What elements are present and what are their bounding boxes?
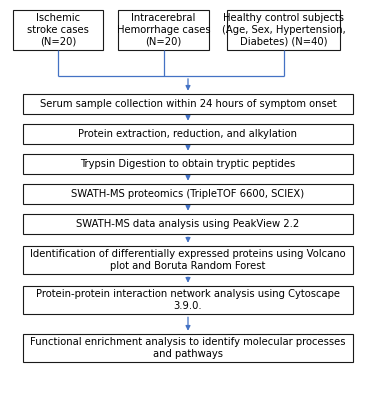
Text: Trypsin Digestion to obtain tryptic peptides: Trypsin Digestion to obtain tryptic pept…	[80, 159, 296, 169]
Bar	[23, 94, 353, 114]
Text: SWATH-MS data analysis using PeakView 2.2: SWATH-MS data analysis using PeakView 2.…	[76, 219, 300, 229]
Bar	[23, 124, 353, 144]
Bar	[227, 10, 340, 50]
Bar	[23, 334, 353, 362]
Text: Functional enrichment analysis to identify molecular processes
and pathways: Functional enrichment analysis to identi…	[30, 337, 346, 359]
Bar	[23, 184, 353, 204]
Text: Healthy control subjects
(Age, Sex, Hypertension,
Diabetes) (N=40): Healthy control subjects (Age, Sex, Hype…	[222, 13, 346, 47]
Text: Intracerebral
Hemorrhage cases
(N=20): Intracerebral Hemorrhage cases (N=20)	[117, 13, 211, 47]
Text: Identification of differentially expressed proteins using Volcano
plot and Borut: Identification of differentially express…	[30, 249, 346, 271]
Bar	[118, 10, 209, 50]
Bar	[23, 286, 353, 314]
Text: Serum sample collection within 24 hours of symptom onset: Serum sample collection within 24 hours …	[39, 99, 337, 109]
Bar	[13, 10, 103, 50]
Bar	[23, 246, 353, 274]
Text: Protein extraction, reduction, and alkylation: Protein extraction, reduction, and alkyl…	[79, 129, 297, 139]
Bar	[23, 214, 353, 234]
Bar	[23, 154, 353, 174]
Text: SWATH-MS proteomics (TripleTOF 6600, SCIEX): SWATH-MS proteomics (TripleTOF 6600, SCI…	[71, 189, 305, 199]
Text: Protein-protein interaction network analysis using Cytoscape
3.9.0.: Protein-protein interaction network anal…	[36, 289, 340, 311]
Text: Ischemic
stroke cases
(N=20): Ischemic stroke cases (N=20)	[27, 13, 89, 47]
